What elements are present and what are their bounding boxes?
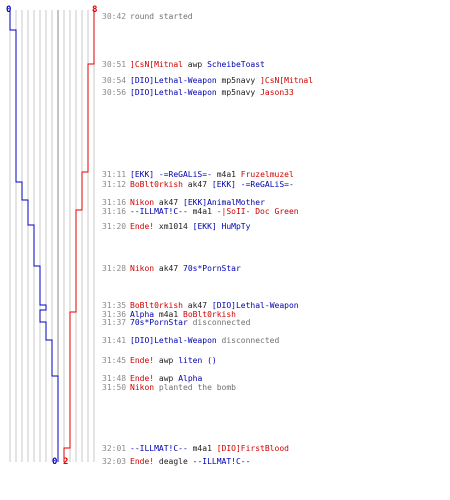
event-text: xm1014 — [154, 222, 193, 231]
blue-player-name: 70s*PornStar — [183, 264, 241, 273]
event-row: 31:11 [EKK] -=ReGALiS=- m4a1 Fruzelmuzel — [102, 170, 294, 180]
event-time: 31:41 — [102, 336, 127, 345]
event-time: 31:28 — [102, 264, 127, 273]
blue-player-name: [EKK] -=ReGALiS=- — [211, 180, 294, 189]
red-start-count: 8 — [92, 5, 98, 15]
event-row: 30:56 [DIO]Lethal-Weapon mp5navy Jason33 — [102, 88, 294, 98]
event-row: 31:16 --ILLMAT!C-- m4a1 -|SoII- Doc Green — [102, 207, 299, 217]
alive-players-chart — [9, 10, 95, 462]
event-time: 30:56 — [102, 88, 127, 97]
event-time: 30:51 — [102, 60, 127, 69]
blue-player-name: liten () — [178, 356, 217, 365]
event-time: 31:50 — [102, 383, 127, 392]
blue-player-name: ScheibeToast — [207, 60, 265, 69]
event-row: 30:42 round started — [102, 12, 193, 22]
event-row: 31:28 Nikon ak47 70s*PornStar — [102, 264, 241, 274]
red-end-count: 2 — [63, 457, 69, 467]
red-player-name: Nikon — [130, 264, 155, 273]
event-time: 31:11 — [102, 170, 127, 179]
event-row: 31:41 [DIO]Lethal-Weapon disconnected — [102, 336, 279, 346]
blue-player-name: Alpha — [130, 310, 155, 319]
event-row: 31:20 Ende! xm1014 [EKK] HuMpTy — [102, 222, 250, 232]
blue-team-step-line — [9, 10, 59, 462]
event-row: 32:03 Ende! deagle --ILLMAT!C-- — [102, 457, 250, 467]
event-row: 31:36 Alpha m4a1 BoBlt0rkish — [102, 310, 236, 320]
event-text: planted the bomb — [154, 383, 236, 392]
red-player-name: [DIO]FirstBlood — [216, 444, 289, 453]
event-text: mp5navy — [216, 88, 261, 97]
event-time: 31:48 — [102, 374, 127, 383]
event-text: disconnected — [187, 318, 251, 327]
blue-end-count: 0 — [52, 457, 58, 467]
event-row: 31:50 Nikon planted the bomb — [102, 383, 236, 393]
red-player-name: Nikon — [130, 198, 155, 207]
event-row: 31:12 BoBlt0rkish ak47 [EKK] -=ReGALiS=- — [102, 180, 294, 190]
event-text: awp — [182, 60, 208, 69]
blue-player-name: [DIO]Lethal-Weapon — [130, 88, 217, 97]
event-row: 31:45 Ende! awp liten () — [102, 356, 217, 366]
event-time: 31:35 — [102, 301, 127, 310]
event-text: deagle — [154, 457, 193, 466]
event-row: 31:37 70s*PornStar disconnected — [102, 318, 250, 328]
event-text: m4a1 — [187, 444, 217, 453]
blue-player-name: [DIO]Lethal-Weapon — [211, 301, 299, 310]
event-text: awp — [154, 356, 179, 365]
event-text: m4a1 — [211, 170, 241, 179]
event-time: 30:42 — [102, 12, 127, 21]
event-time: 31:16 — [102, 207, 127, 216]
event-text: ak47 — [182, 301, 212, 310]
event-text: m4a1 — [187, 207, 217, 216]
red-player-name: BoBlt0rkish — [130, 180, 183, 189]
blue-player-name: --ILLMAT!C-- — [130, 207, 188, 216]
red-player-name: ]CsN[Mitnal — [260, 76, 314, 85]
event-row: 30:51]CsN[Mitnal awp ScheibeToast — [102, 60, 265, 70]
event-text: ak47 — [154, 264, 183, 273]
red-team-step-line — [63, 10, 95, 462]
red-player-name: BoBlt0rkish — [130, 301, 183, 310]
event-row: 30:54 [DIO]Lethal-Weapon mp5navy ]CsN[Mit… — [102, 76, 313, 86]
blue-player-name: [DIO]Lethal-Weapon — [130, 336, 217, 345]
event-row: 31:16 Nikon ak47 [EKK]AnimalMother — [102, 198, 265, 208]
red-player-name: ]CsN[Mitnal — [130, 60, 183, 69]
event-time: 31:12 — [102, 180, 127, 189]
event-time: 31:20 — [102, 222, 127, 231]
event-text: ak47 — [182, 180, 212, 189]
red-player-name: BoBlt0rkish — [183, 310, 236, 319]
event-text: awp — [154, 374, 179, 383]
event-time: 30:54 — [102, 76, 127, 85]
event-row: 31:48 Ende! awp Alpha — [102, 374, 202, 384]
red-player-name: Jason33 — [260, 88, 294, 97]
blue-player-name: 70s*PornStar — [130, 318, 188, 327]
event-time: 32:03 — [102, 457, 127, 466]
blue-player-name: [EKK]AnimalMother — [183, 198, 265, 207]
red-player-name: Ende! — [130, 374, 155, 383]
red-player-name: -|SoII- Doc Green — [216, 207, 299, 216]
event-time: 31:37 — [102, 318, 127, 327]
event-row: 32:01 --ILLMAT!C-- m4a1 [DIO]FirstBlood — [102, 444, 289, 454]
event-time: 31:45 — [102, 356, 127, 365]
event-row: 31:35 BoBlt0rkish ak47 [DIO]Lethal-Weapon — [102, 301, 299, 311]
blue-start-count: 0 — [6, 5, 12, 15]
event-time: 31:36 — [102, 310, 127, 319]
blue-player-name: --ILLMAT!C-- — [130, 444, 188, 453]
blue-player-name: [EKK] HuMpTy — [192, 222, 251, 231]
event-time: 32:01 — [102, 444, 127, 453]
red-player-name: Ende! — [130, 356, 155, 365]
event-text: round started — [130, 12, 193, 21]
red-player-name: Fruzelmuzel — [240, 170, 294, 179]
event-time: 31:16 — [102, 198, 127, 207]
event-text: disconnected — [216, 336, 280, 345]
blue-player-name: [DIO]Lethal-Weapon — [130, 76, 217, 85]
event-text: m4a1 — [154, 310, 183, 319]
red-player-name: Ende! — [130, 457, 155, 466]
grid-lines — [9, 10, 95, 462]
blue-player-name: Alpha — [178, 374, 203, 383]
blue-player-name: --ILLMAT!C-- — [192, 457, 251, 466]
blue-player-name: [EKK] -=ReGALiS=- — [130, 170, 212, 179]
event-text: mp5navy — [216, 76, 261, 85]
red-player-name: Ende! — [130, 222, 155, 231]
red-player-name: Nikon — [130, 383, 155, 392]
event-text: ak47 — [154, 198, 183, 207]
